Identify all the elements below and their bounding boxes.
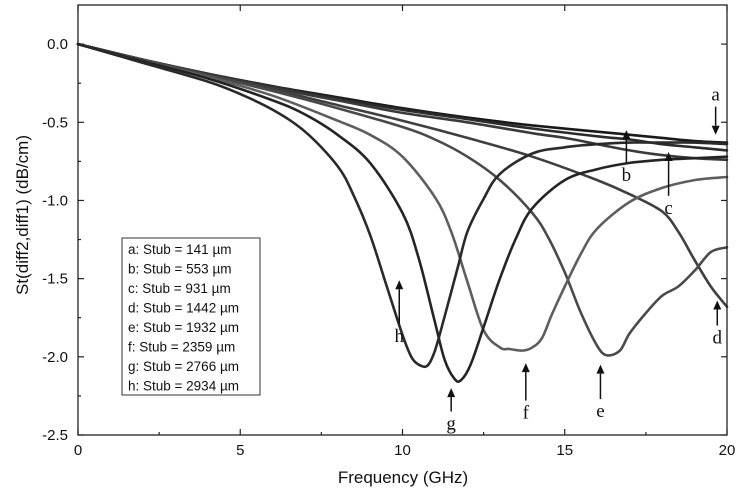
annotation-label-d: d xyxy=(713,328,723,349)
legend-entry-b: b: Stub = 553 µm xyxy=(128,262,231,277)
legend-entry-g: g: Stub = 2766 µm xyxy=(128,359,239,374)
y-tick-label: -2.0 xyxy=(42,349,68,366)
y-axis-title: St(diff2,diff1) (dB/cm) xyxy=(13,135,32,295)
curves-layer xyxy=(76,42,729,383)
x-tick-label: 5 xyxy=(236,442,244,459)
x-axis-title: Frequency (GHz) xyxy=(338,468,468,487)
x-tick-label: 0 xyxy=(74,442,82,459)
annotation-arrowhead-h xyxy=(395,280,404,290)
y-tick-label: 0.0 xyxy=(47,36,68,53)
annotation-label-c: c xyxy=(664,198,672,219)
annotation-arrowhead-d xyxy=(713,300,722,310)
series-line-f xyxy=(76,42,729,352)
annotation-arrowhead-c xyxy=(664,151,673,161)
series-line-e xyxy=(76,42,729,357)
legend-entry-c: c: Stub = 931 µm xyxy=(128,281,231,296)
annotation-label-g: g xyxy=(446,414,456,435)
legend-entry-h: h: Stub = 2934 µm xyxy=(128,379,239,394)
series-line-c xyxy=(76,42,729,162)
x-tick-label: 15 xyxy=(556,442,573,459)
annotation-label-e: e xyxy=(596,401,604,422)
series-line-h xyxy=(76,42,729,369)
annotation-label-b: b xyxy=(622,165,632,186)
curve-annotations: a b c d e f g h xyxy=(395,85,723,435)
annotation-label-h: h xyxy=(395,326,405,347)
legend-box: a: Stub = 141 µm b: Stub = 553 µm c: Stub … xyxy=(121,237,261,396)
legend-entry-f: f: Stub = 2359 µm xyxy=(128,340,235,355)
annotation-arrowhead-f xyxy=(521,363,530,373)
legend-entry-e: e: Stub = 1932 µm xyxy=(128,320,239,335)
annotation-arrowhead-e xyxy=(596,364,605,374)
y-tick-label: -0.5 xyxy=(42,114,68,131)
x-tick-label: 10 xyxy=(394,442,411,459)
series-line-g xyxy=(76,42,729,383)
annotation-arrowhead-a xyxy=(711,125,720,135)
annotation-arrowhead-g xyxy=(447,388,456,398)
annotation-arrowhead-b xyxy=(622,130,631,140)
x-tick-label: 20 xyxy=(719,442,736,459)
y-tick-label: -1.0 xyxy=(42,192,68,209)
y-tick-label: -1.5 xyxy=(42,271,68,288)
annotation-label-f: f xyxy=(523,403,530,424)
annotation-label-a: a xyxy=(711,85,720,106)
legend-entry-a: a: Stub = 141 µm xyxy=(128,242,231,257)
legend-entry-d: d: Stub = 1442 µm xyxy=(128,301,239,316)
axis-ticks: 0 5 10 15 20 0.0 -0.5 -1.0 -1.5 -2.0 -2.5 xyxy=(42,5,735,459)
y-tick-label: -2.5 xyxy=(42,427,68,444)
